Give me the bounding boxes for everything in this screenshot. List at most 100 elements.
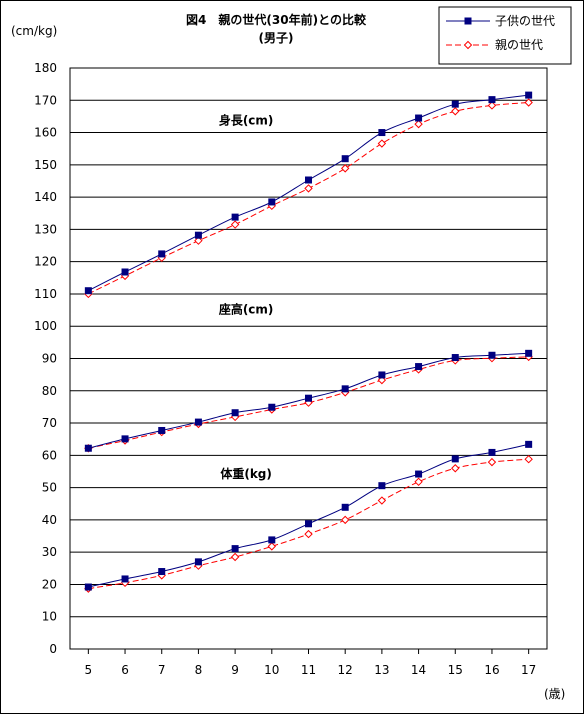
series-group-label: 体重(kg) — [220, 466, 272, 481]
legend-marker — [464, 17, 472, 25]
y-tick-label: 20 — [42, 577, 57, 591]
data-point — [415, 470, 423, 478]
data-point — [268, 198, 276, 206]
data-point — [451, 100, 459, 108]
chart-title: 図4 親の世代(30年前)との比較 — [186, 12, 367, 27]
data-point — [194, 558, 202, 566]
data-point — [305, 520, 312, 528]
x-tick-label: 10 — [264, 663, 279, 677]
data-point — [158, 568, 166, 576]
x-tick-label: 12 — [338, 663, 353, 677]
data-point — [305, 176, 312, 184]
data-point — [194, 418, 202, 426]
y-tick-label: 30 — [42, 545, 57, 559]
data-point — [158, 250, 166, 258]
data-point — [230, 552, 240, 562]
series-身長-親の世代 — [84, 98, 533, 299]
y-tick-label: 60 — [42, 448, 57, 462]
legend-marker — [463, 40, 473, 50]
series-group-label: 座高(cm) — [218, 301, 274, 316]
legend-label: 親の世代 — [495, 38, 543, 52]
data-point — [415, 114, 423, 122]
data-point — [414, 119, 423, 129]
x-tick-label: 8 — [195, 663, 203, 677]
y-tick-label: 0 — [49, 642, 57, 656]
data-point — [451, 464, 460, 473]
series-line — [88, 102, 529, 295]
y-tick-label: 140 — [34, 190, 57, 204]
x-tick-label: 7 — [158, 663, 166, 677]
x-tick-label: 9 — [231, 663, 239, 677]
series-体重-子供の世代 — [84, 440, 533, 591]
y-tick-label: 80 — [42, 384, 57, 398]
data-point — [231, 409, 239, 417]
data-point — [194, 231, 202, 239]
data-point — [377, 496, 387, 505]
data-point — [488, 96, 496, 104]
x-tick-label: 5 — [85, 663, 93, 677]
data-point — [121, 575, 129, 583]
x-axis-label: (歳) — [544, 687, 565, 701]
x-tick-label: 14 — [411, 663, 426, 677]
data-point — [487, 101, 497, 110]
y-axis-label: (cm/kg) — [11, 24, 57, 38]
series-座高-子供の世代 — [84, 349, 533, 452]
series-身長-子供の世代 — [84, 91, 533, 295]
y-tick-label: 130 — [34, 222, 57, 236]
y-tick-label: 90 — [42, 352, 57, 366]
data-point — [121, 268, 129, 276]
data-point — [84, 287, 92, 295]
data-point — [304, 529, 313, 539]
series-座高-親の世代 — [84, 352, 533, 453]
data-point — [340, 164, 350, 173]
y-tick-label: 120 — [34, 255, 57, 269]
series-group-label: 身長(cm) — [219, 112, 274, 127]
data-point — [525, 349, 533, 357]
y-tick-label: 150 — [34, 158, 57, 172]
x-tick-label: 16 — [484, 663, 499, 677]
y-tick-label: 70 — [42, 416, 57, 430]
data-point — [304, 184, 313, 193]
data-point — [340, 515, 350, 525]
data-point — [267, 542, 277, 551]
y-tick-label: 40 — [42, 513, 57, 527]
y-tick-label: 180 — [34, 61, 57, 75]
y-tick-label: 160 — [34, 126, 57, 140]
data-point — [84, 583, 92, 591]
legend-entry: 子供の世代 — [446, 14, 555, 28]
x-tick-label: 15 — [448, 663, 463, 677]
data-point — [451, 107, 460, 116]
data-point — [488, 351, 496, 359]
data-point — [525, 440, 533, 448]
data-point — [378, 482, 386, 490]
data-point — [378, 371, 386, 379]
data-point — [158, 426, 166, 434]
data-point — [487, 457, 497, 467]
legend-label: 子供の世代 — [495, 14, 555, 28]
data-point — [415, 363, 423, 371]
data-point — [231, 213, 239, 221]
legend-entry: 親の世代 — [446, 38, 543, 52]
data-point — [341, 155, 349, 163]
data-point — [525, 91, 533, 99]
series-体重-親の世代 — [84, 454, 533, 593]
data-point — [377, 139, 387, 148]
x-tick-label: 11 — [301, 663, 316, 677]
data-point — [524, 98, 533, 107]
y-tick-label: 170 — [34, 93, 57, 107]
y-tick-label: 50 — [42, 481, 57, 495]
data-point — [524, 454, 533, 464]
y-tick-label: 100 — [34, 319, 57, 333]
data-point — [84, 444, 92, 452]
x-tick-label: 6 — [121, 663, 129, 677]
x-tick-label: 17 — [521, 663, 536, 677]
data-point — [341, 503, 349, 511]
data-point — [121, 435, 129, 443]
series-line — [88, 443, 529, 588]
data-point — [305, 394, 312, 402]
data-point — [194, 236, 203, 245]
data-point — [268, 403, 276, 411]
data-point — [414, 477, 423, 487]
